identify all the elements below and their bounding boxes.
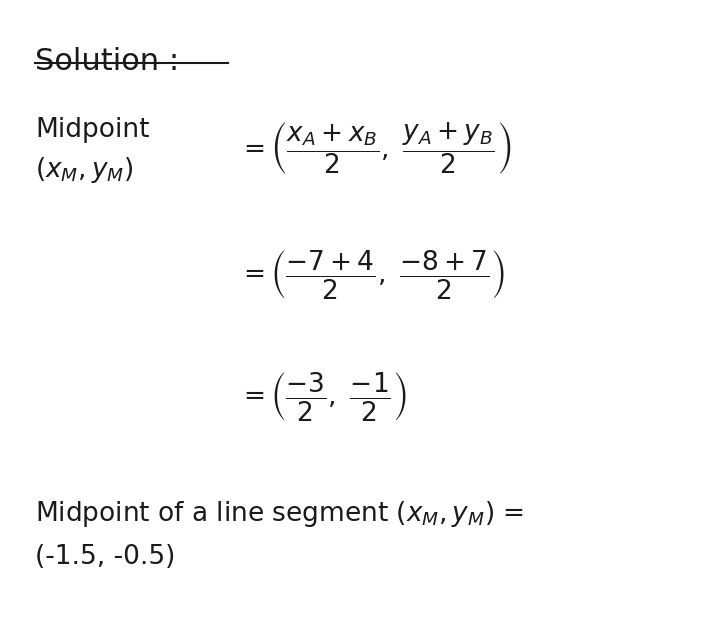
Text: $= \left( \dfrac{x_A + x_B}{2},\ \dfrac{y_A + y_B}{2} \right)$: $= \left( \dfrac{x_A + x_B}{2},\ \dfrac{…: [238, 120, 512, 176]
Text: Solution :: Solution :: [35, 47, 179, 76]
Text: Midpoint of a line segment $(x_M, y_M)$ =: Midpoint of a line segment $(x_M, y_M)$ …: [35, 499, 524, 529]
Text: $= \left( \dfrac{-3}{2},\ \dfrac{-1}{2} \right)$: $= \left( \dfrac{-3}{2},\ \dfrac{-1}{2} …: [238, 371, 407, 423]
Text: $= \left( \dfrac{-7 + 4}{2},\ \dfrac{-8 + 7}{2} \right)$: $= \left( \dfrac{-7 + 4}{2},\ \dfrac{-8 …: [238, 247, 506, 301]
Text: (-1.5, -0.5): (-1.5, -0.5): [35, 544, 175, 570]
Text: $(x_M, y_M)$: $(x_M, y_M)$: [35, 154, 134, 185]
Text: Midpoint: Midpoint: [35, 117, 149, 143]
